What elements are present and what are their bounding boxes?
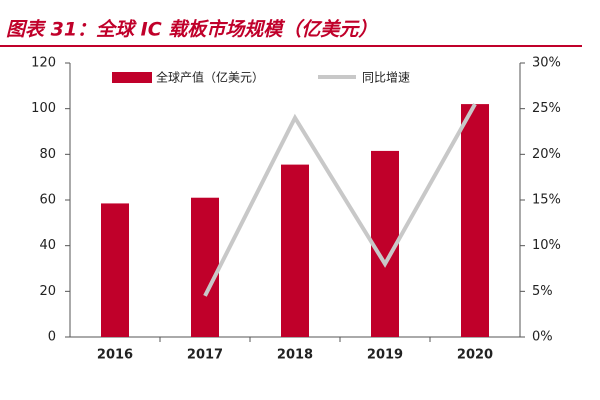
y2-tick-label: 0% bbox=[532, 330, 553, 345]
legend-swatch bbox=[112, 72, 152, 83]
x-tick-label: 2016 bbox=[97, 348, 133, 363]
y2-tick-label: 25% bbox=[532, 101, 561, 116]
y-tick-label: 0 bbox=[48, 330, 56, 345]
x-tick-label: 2018 bbox=[277, 348, 313, 363]
y2-tick-label: 20% bbox=[532, 147, 561, 162]
bar bbox=[101, 203, 129, 337]
chart-title: 图表 31：全球 IC 载板市场规模（亿美元） bbox=[6, 19, 377, 41]
bar bbox=[461, 104, 489, 337]
y-tick-label: 20 bbox=[39, 284, 56, 299]
x-tick-label: 2020 bbox=[457, 348, 493, 363]
line bbox=[203, 103, 477, 297]
x-tick-label: 2019 bbox=[367, 348, 403, 363]
y-tick-label: 80 bbox=[39, 147, 56, 162]
y2-tick-label: 30% bbox=[532, 56, 561, 71]
y-tick-label: 60 bbox=[39, 193, 56, 208]
y-tick-label: 40 bbox=[39, 238, 56, 253]
legend-label: 同比增速 bbox=[362, 71, 410, 85]
y-tick-label: 120 bbox=[31, 56, 56, 71]
bar bbox=[281, 164, 309, 337]
y2-tick-label: 10% bbox=[532, 238, 561, 253]
legend-label: 全球产值（亿美元） bbox=[156, 70, 264, 85]
y-tick-label: 100 bbox=[31, 101, 56, 116]
y2-tick-label: 15% bbox=[532, 193, 561, 208]
x-tick-label: 2017 bbox=[187, 348, 223, 363]
y2-tick-label: 5% bbox=[532, 284, 553, 299]
bar bbox=[191, 197, 219, 337]
